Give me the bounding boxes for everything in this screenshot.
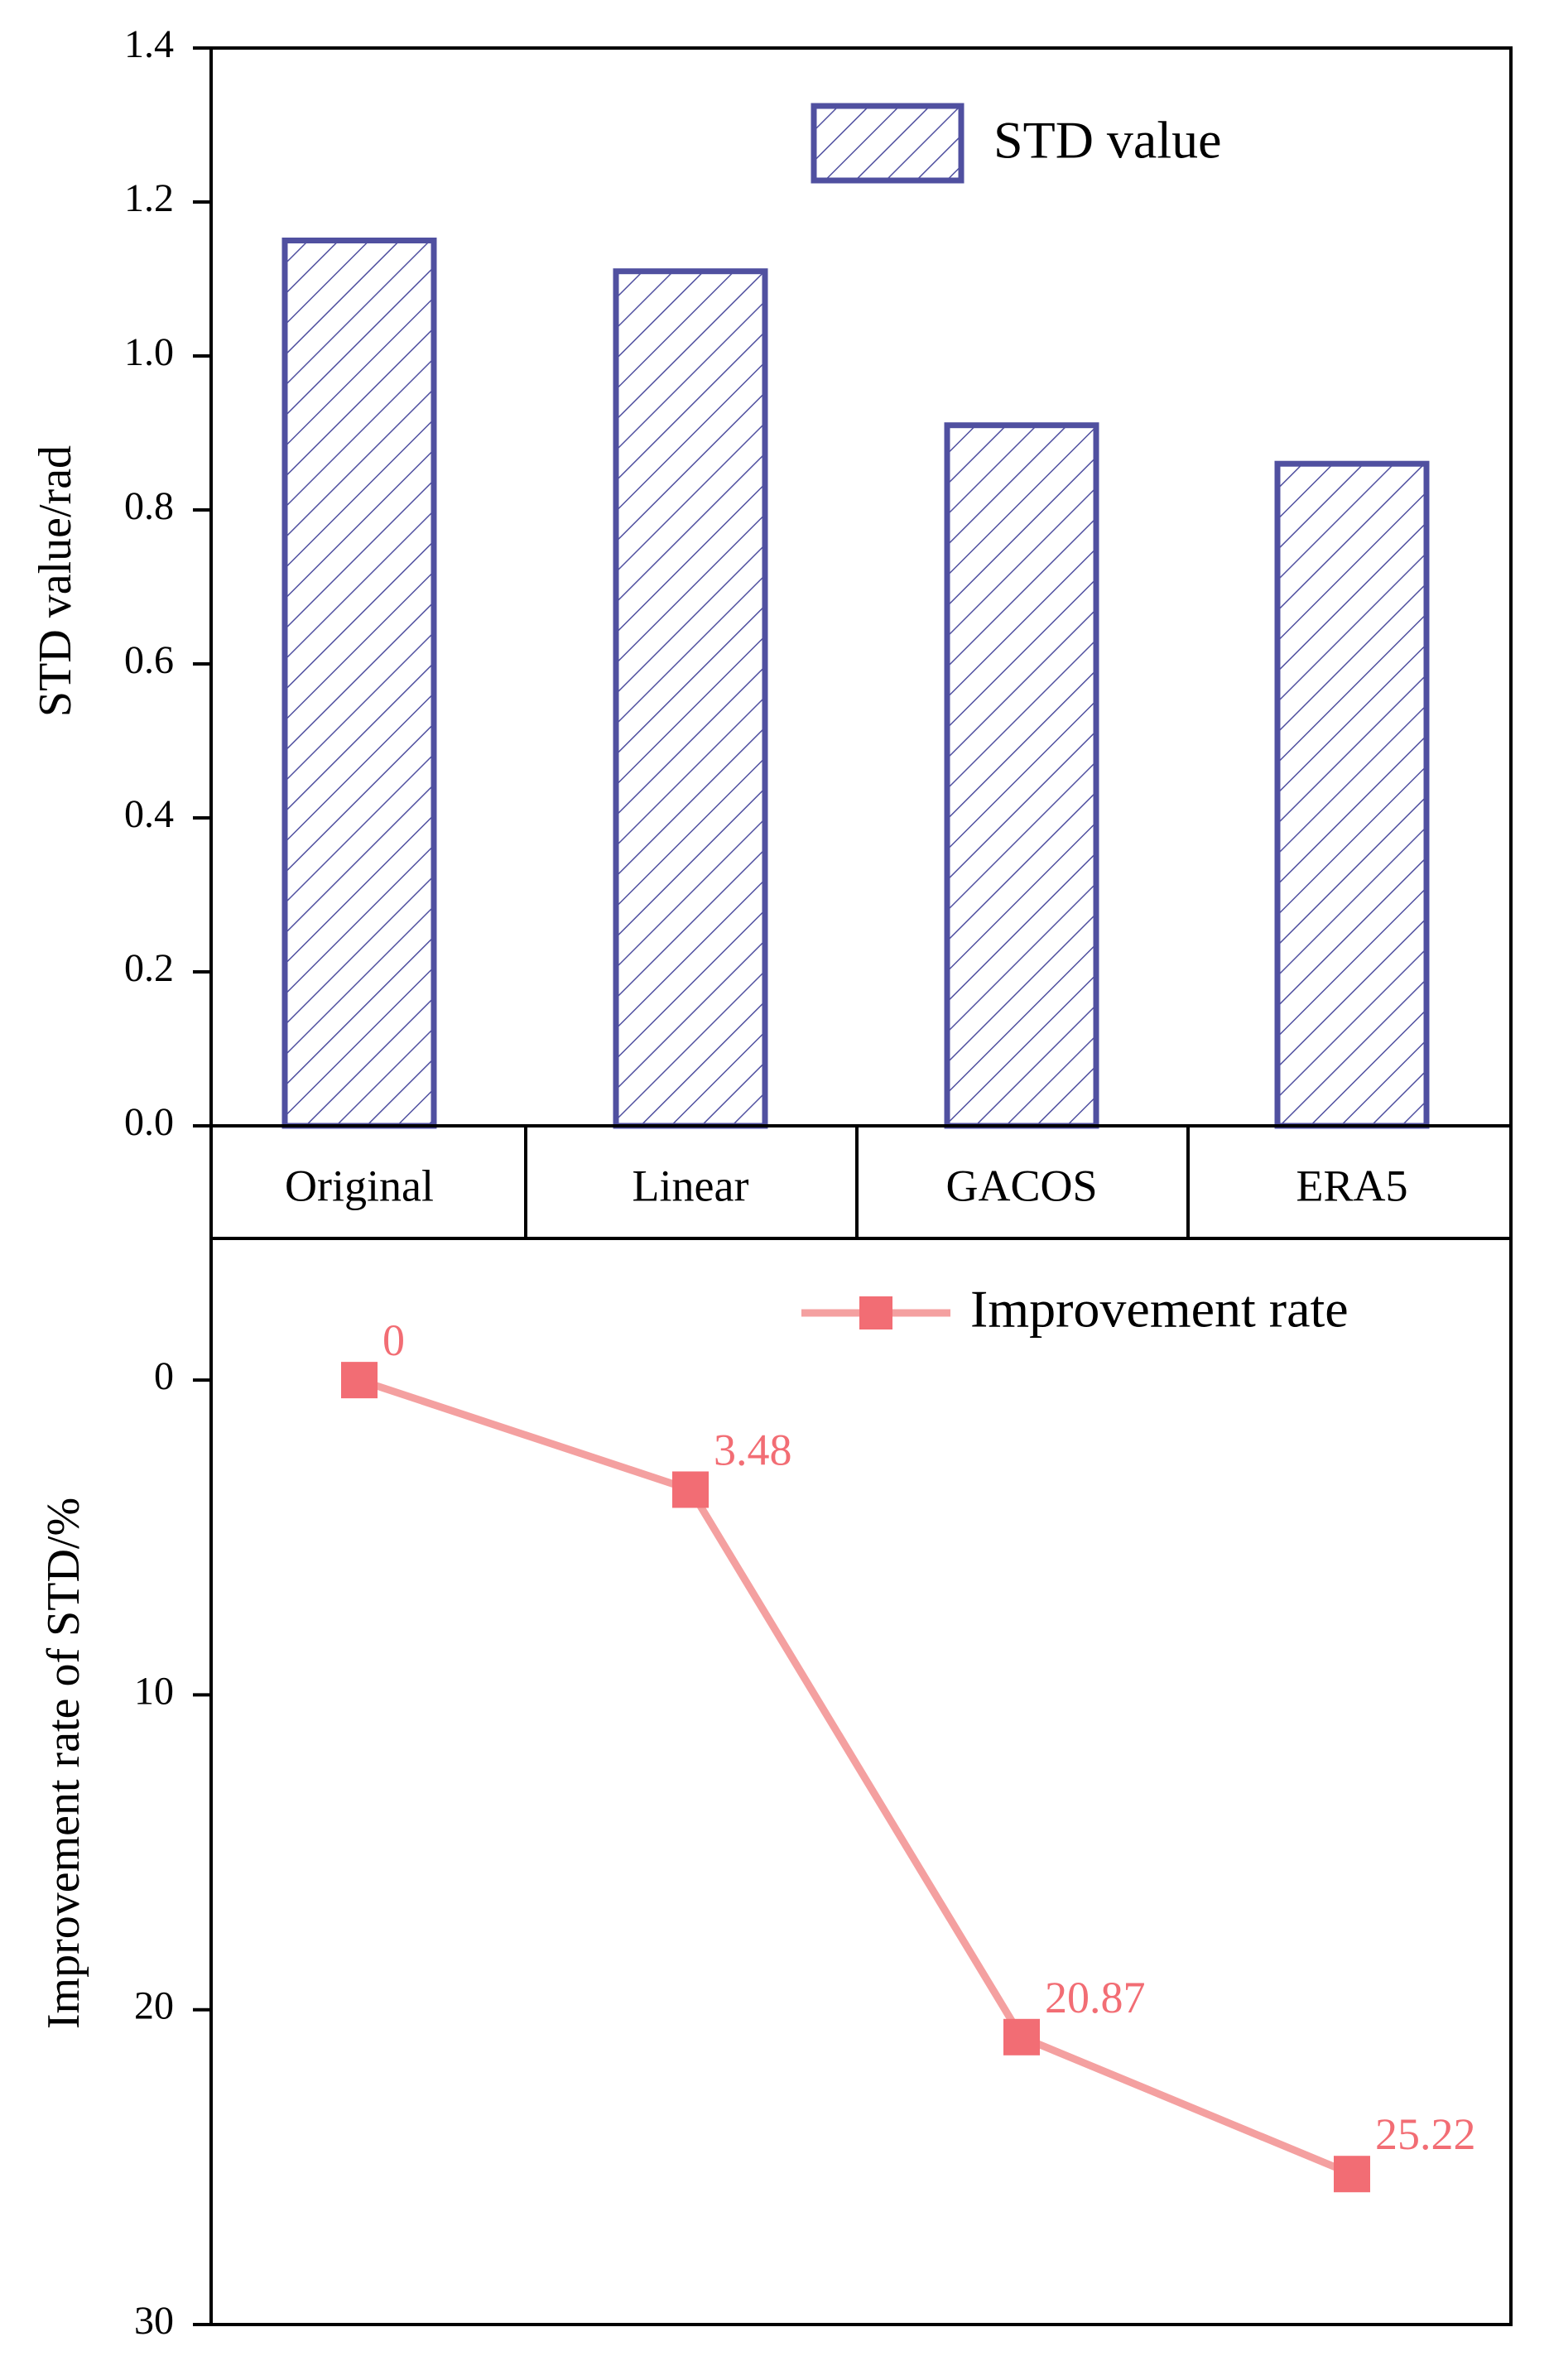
category-label: Linear	[633, 1161, 749, 1210]
improvement-rate-data-label: 0	[382, 1315, 405, 1365]
bar-series	[281, 238, 1430, 1129]
improvement-rate-line	[358, 1376, 1354, 2178]
bar-legend-label: STD value	[993, 111, 1222, 170]
improvement-rate-marker	[1003, 2018, 1040, 2055]
bar-era5	[1274, 460, 1430, 1129]
line-y-axis-title: Improvement rate of STD/%	[38, 1498, 89, 2029]
category-label: GACOS	[945, 1161, 1097, 1210]
line-chart-panel: 0 10 20 30 0 3.48 20.87 25.22 Improvement rate…	[38, 1237, 1513, 2343]
bar-y-axis-title: STD value/rad	[30, 445, 81, 717]
bar-y-tick-label: 0.0	[124, 1100, 174, 1144]
bar-y-tick-label: 0.6	[124, 638, 174, 682]
category-label: Original	[285, 1161, 434, 1210]
line-series: 0 3.48 20.87 25.22	[341, 1315, 1476, 2193]
bar-gacos	[944, 422, 1099, 1129]
line-y-tick-label: 0	[154, 1354, 174, 1398]
bar-y-axis: 0.0 0.2 0.4 0.6 0.8 1.0 1.2 1.4	[124, 22, 211, 1144]
bar-legend-swatch	[811, 103, 965, 184]
improvement-rate-data-label: 20.87	[1045, 1973, 1146, 2022]
bar-y-tick-label: 0.8	[124, 484, 174, 528]
bar-legend: STD value	[811, 103, 1222, 184]
line-legend: Improvement rate	[801, 1280, 1349, 1339]
line-plot-frame	[209, 1237, 1513, 2326]
bar-y-tick-label: 1.0	[124, 330, 174, 374]
improvement-rate-marker	[1334, 2156, 1370, 2193]
improvement-rate-data-label: 25.22	[1375, 2109, 1476, 2159]
bar-y-tick-label: 1.2	[124, 176, 174, 220]
improvement-rate-marker	[672, 1471, 709, 1508]
bar-chart-panel: 0.0 0.2 0.4 0.6 0.8 1.0 1.2 1.4 Original Linear…	[30, 22, 1513, 1240]
bar-original	[281, 238, 437, 1129]
line-y-tick-label: 10	[134, 1669, 174, 1713]
line-legend-label: Improvement rate	[970, 1280, 1349, 1339]
category-axis: Original Linear GACOS ERA5	[209, 1124, 1513, 1240]
bar-y-tick-label: 0.2	[124, 946, 174, 990]
line-legend-marker	[859, 1296, 892, 1329]
bar-y-tick-label: 1.4	[124, 22, 174, 66]
bar-y-tick-label: 0.4	[124, 792, 174, 836]
line-y-axis: 0 10 20 30	[134, 1354, 211, 2343]
improvement-rate-data-label: 3.48	[714, 1425, 792, 1474]
line-y-tick-label: 30	[134, 2299, 174, 2343]
category-label: ERA5	[1296, 1161, 1408, 1210]
bar-linear	[613, 268, 768, 1129]
line-y-tick-label: 20	[134, 1984, 174, 2028]
improvement-rate-marker	[341, 1362, 378, 1399]
